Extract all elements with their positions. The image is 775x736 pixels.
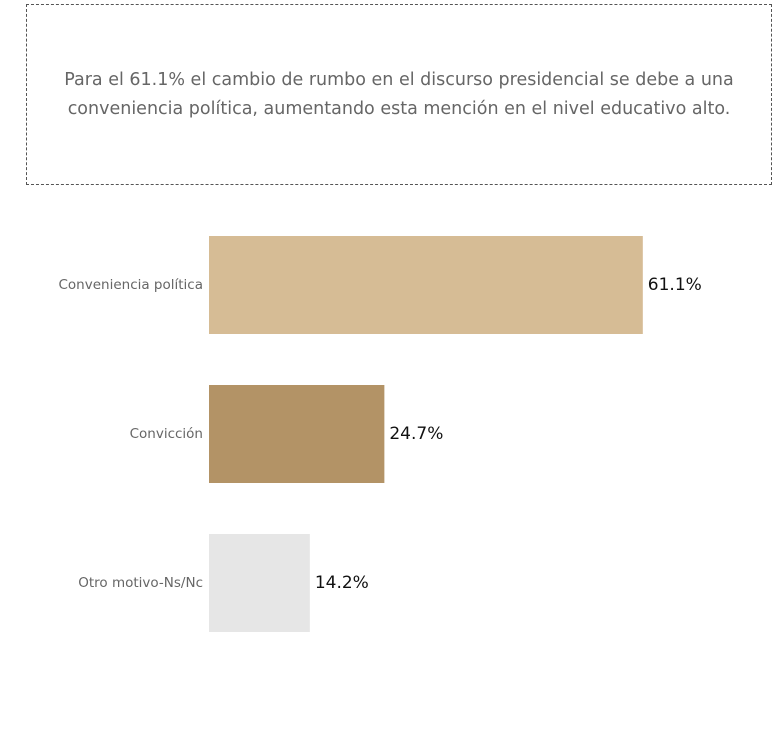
summary-note-text: Para el 61.1% el cambio de rumbo en el d… xyxy=(64,69,734,119)
bar-2 xyxy=(209,385,385,483)
bar-3 xyxy=(209,534,310,632)
category-label-2: Convicción xyxy=(130,426,203,442)
value-label-3: 14.2% xyxy=(315,573,369,593)
value-label-2: 24.7% xyxy=(389,424,443,444)
category-label-1: Conveniencia política xyxy=(58,277,203,293)
category-label-3: Otro motivo-Ns/Nc xyxy=(78,575,203,591)
bar-1 xyxy=(209,236,643,334)
value-label-1: 61.1% xyxy=(648,275,702,295)
summary-note-box: Para el 61.1% el cambio de rumbo en el d… xyxy=(26,4,772,185)
